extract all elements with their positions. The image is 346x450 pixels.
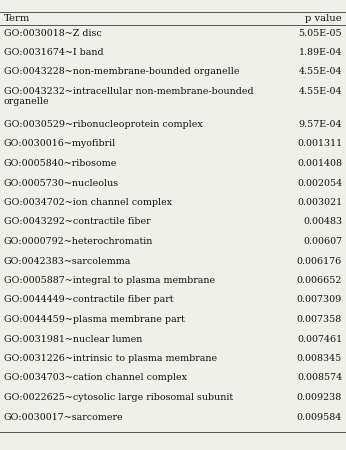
- Text: 9.57E-04: 9.57E-04: [299, 120, 342, 129]
- Text: 4.55E-04: 4.55E-04: [299, 68, 342, 76]
- Text: GO:0034702~ion channel complex: GO:0034702~ion channel complex: [4, 198, 172, 207]
- Text: GO:0031226~intrinsic to plasma membrane: GO:0031226~intrinsic to plasma membrane: [4, 354, 217, 363]
- Text: GO:0043228~non-membrane-bounded organelle: GO:0043228~non-membrane-bounded organell…: [4, 68, 239, 76]
- Text: GO:0031674~I band: GO:0031674~I band: [4, 48, 103, 57]
- Text: GO:0034703~cation channel complex: GO:0034703~cation channel complex: [4, 374, 187, 382]
- Text: GO:0000792~heterochromatin: GO:0000792~heterochromatin: [4, 237, 153, 246]
- Text: 0.007461: 0.007461: [297, 334, 342, 343]
- Text: GO:0043292~contractile fiber: GO:0043292~contractile fiber: [4, 217, 151, 226]
- Text: 5.05E-05: 5.05E-05: [298, 28, 342, 37]
- Text: 0.009238: 0.009238: [297, 393, 342, 402]
- Text: Term: Term: [4, 14, 30, 23]
- Text: 0.00483: 0.00483: [303, 217, 342, 226]
- Text: 4.55E-04: 4.55E-04: [299, 87, 342, 96]
- Text: 0.008574: 0.008574: [297, 374, 342, 382]
- Text: 0.003021: 0.003021: [297, 198, 342, 207]
- Text: 0.00607: 0.00607: [303, 237, 342, 246]
- Text: 0.006176: 0.006176: [297, 256, 342, 266]
- Text: GO:0022625~cytosolic large ribosomal subunit: GO:0022625~cytosolic large ribosomal sub…: [4, 393, 233, 402]
- Text: 0.001311: 0.001311: [297, 140, 342, 148]
- Text: 1.89E-04: 1.89E-04: [299, 48, 342, 57]
- Text: GO:0030018~Z disc: GO:0030018~Z disc: [4, 28, 102, 37]
- Text: GO:0042383~sarcolemma: GO:0042383~sarcolemma: [4, 256, 131, 266]
- Text: GO:0005840~ribosome: GO:0005840~ribosome: [4, 159, 117, 168]
- Text: 0.009584: 0.009584: [297, 413, 342, 422]
- Text: GO:0030016~myofibril: GO:0030016~myofibril: [4, 140, 116, 148]
- Text: GO:0030529~ribonucleoprotein complex: GO:0030529~ribonucleoprotein complex: [4, 120, 203, 129]
- Text: 0.006652: 0.006652: [297, 276, 342, 285]
- Text: 0.007309: 0.007309: [297, 296, 342, 305]
- Text: 0.001408: 0.001408: [297, 159, 342, 168]
- Text: GO:0005730~nucleolus: GO:0005730~nucleolus: [4, 179, 119, 188]
- Text: GO:0043232~intracellular non-membrane-bounded
organelle: GO:0043232~intracellular non-membrane-bo…: [4, 87, 254, 106]
- Text: GO:0031981~nuclear lumen: GO:0031981~nuclear lumen: [4, 334, 142, 343]
- Text: GO:0030017~sarcomere: GO:0030017~sarcomere: [4, 413, 124, 422]
- Text: 0.002054: 0.002054: [297, 179, 342, 188]
- Text: 0.007358: 0.007358: [297, 315, 342, 324]
- Text: GO:0005887~integral to plasma membrane: GO:0005887~integral to plasma membrane: [4, 276, 215, 285]
- Text: GO:0044459~plasma membrane part: GO:0044459~plasma membrane part: [4, 315, 185, 324]
- Text: GO:0044449~contractile fiber part: GO:0044449~contractile fiber part: [4, 296, 173, 305]
- Text: 0.008345: 0.008345: [297, 354, 342, 363]
- Text: p value: p value: [305, 14, 342, 23]
